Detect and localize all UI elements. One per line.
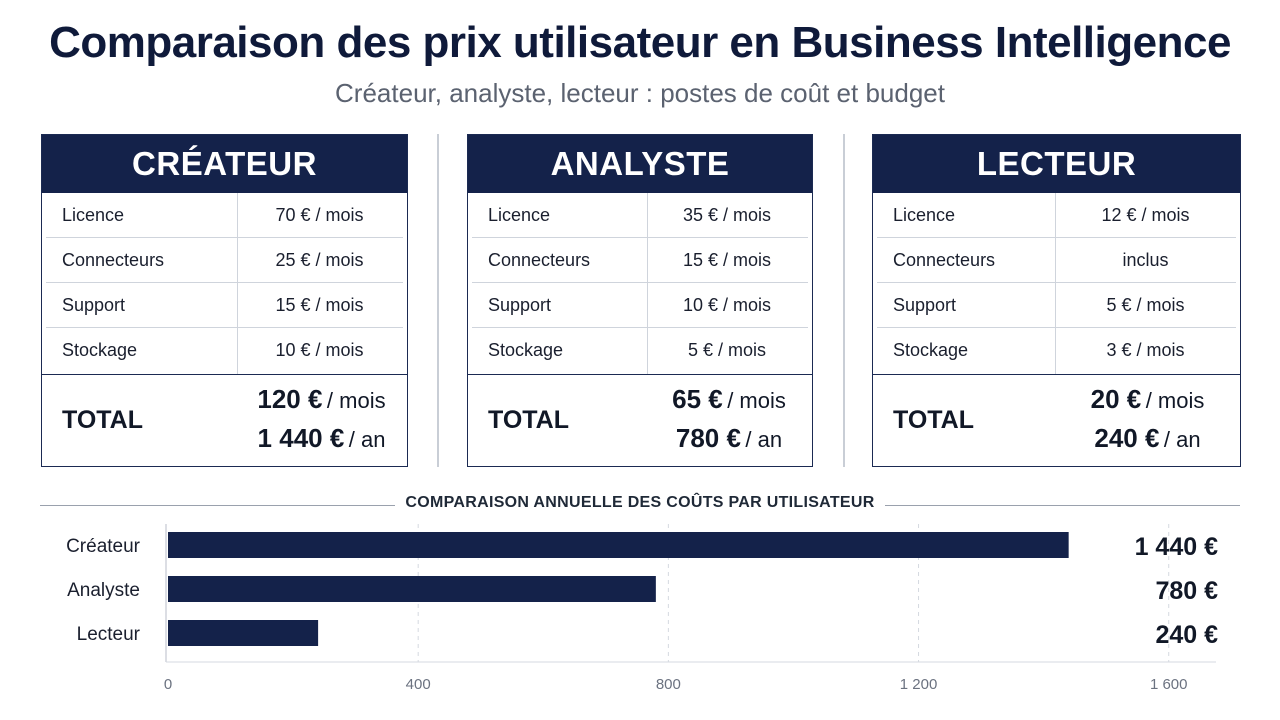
cost-row: Licence 70 € / mois [46,193,403,238]
total-year-amount: 1 440 € [257,422,345,453]
total-row: TOTAL 20 € / mois 240 € / an [873,374,1240,466]
row-value: 5 € / mois [687,340,767,360]
total-year-unit: / an [1163,426,1201,452]
row-label: Support [488,294,552,315]
x-tick-label: 1 600 [1150,676,1188,693]
card-header: LECTEUR [873,135,1240,193]
row-value: 15 € / mois [275,294,364,315]
value-label: 1 440 € [1135,533,1219,561]
category-label: Créateur [66,536,141,557]
column-divider [1055,193,1056,374]
chart-title-wrap: COMPARAISON ANNUELLE DES COÛTS PAR UTILI… [0,494,1280,512]
row-value: 3 € / mois [1106,340,1185,360]
bar [168,576,656,602]
total-row: TOTAL 120 € / mois 1 440 € / an [42,374,407,466]
row-value: inclus [1122,249,1169,270]
row-label: Stockage [893,340,969,360]
total-month-amount: 120 € [257,383,323,414]
total-month-unit: / mois [1145,387,1205,413]
row-label: Licence [62,204,125,225]
category-label: Lecteur [77,624,141,645]
category-label: Analyste [67,580,140,601]
card-divider [843,134,845,467]
total-label: TOTAL [62,406,144,434]
row-value: 35 € / mois [682,204,772,225]
row-value: 10 € / mois [275,340,364,360]
row-label: Stockage [62,340,138,360]
total-year-unit: / an [745,426,783,452]
card-analyste: ANALYSTE Licence 35 € / mois Connecteurs 1… [467,134,813,467]
cost-row: Support 10 € / mois [472,283,808,328]
cost-row: Stockage 3 € / mois [877,328,1236,373]
total-month-unit: / mois [326,387,386,413]
total-values: 20 € / mois 240 € / an [1055,382,1240,460]
row-label: Connecteurs [488,249,591,270]
card-createur: CRÉATEUR Licence 70 € / mois Connecteurs 2… [41,134,408,467]
page-subtitle: Créateur, analyste, lecteur : postes de … [335,78,945,108]
cost-row: Stockage 5 € / mois [472,328,808,373]
total-month-unit: / mois [727,387,786,413]
row-label: Support [62,294,126,315]
card-header: ANALYSTE [468,135,812,193]
cost-row: Support 15 € / mois [46,283,403,328]
row-value: 5 € / mois [1106,294,1185,315]
row-value: 10 € / mois [682,294,772,315]
total-month-amount: 65 € [672,383,723,414]
total-values: 65 € / mois 780 € / an [646,382,812,460]
cost-row: Connecteurs 25 € / mois [46,238,403,283]
x-tick-label: 800 [656,676,681,693]
row-label: Support [893,294,957,315]
column-divider [237,193,238,374]
row-label: Connecteurs [62,249,165,270]
cost-row: Licence 35 € / mois [472,193,808,238]
total-year-amount: 240 € [1094,422,1160,453]
bar [168,620,319,646]
cost-row: Connecteurs 15 € / mois [472,238,808,283]
row-value: 12 € / mois [1101,204,1190,225]
card-header: CRÉATEUR [42,135,407,193]
value-label: 780 € [1155,577,1218,605]
total-month-amount: 20 € [1090,383,1142,414]
total-values: 120 € / mois 1 440 € / an [236,382,407,460]
row-label: Stockage [488,340,564,360]
total-row: TOTAL 65 € / mois 780 € / an [468,374,812,466]
value-label: 240 € [1155,621,1218,649]
row-value: 70 € / mois [275,204,364,225]
cost-row: Stockage 10 € / mois [46,328,403,373]
x-tick-label: 1 200 [900,676,938,693]
section-rule-right [872,505,1240,506]
row-label: Licence [488,204,551,225]
row-label: Connecteurs [893,249,996,270]
row-value: 25 € / mois [275,249,364,270]
page-title: Comparaison des prix utilisateur en Busi… [49,18,1231,67]
cost-row: Licence 12 € / mois [877,193,1236,238]
total-year-unit: / an [348,426,386,452]
cost-row: Connecteurs inclus [877,238,1236,283]
x-tick-label: 0 [164,676,172,693]
chart-title: COMPARAISON ANNUELLE DES COÛTS PAR UTILI… [395,494,885,511]
row-value: 15 € / mois [682,249,772,270]
cost-row: Support 5 € / mois [877,283,1236,328]
total-label: TOTAL [893,406,975,434]
card-divider [437,134,439,467]
card-lecteur: LECTEUR Licence 12 € / mois Connecteurs in… [872,134,1241,467]
bar-chart: 0 400 800 1 200 1 600 Créateur 1 440 € Analyste… [66,524,1219,693]
row-label: Licence [893,204,956,225]
x-tick-label: 400 [406,676,431,693]
bar [168,532,1069,558]
column-divider [647,193,648,374]
total-label: TOTAL [488,406,570,434]
section-rule-left [40,505,405,506]
total-year-amount: 780 € [675,422,741,453]
